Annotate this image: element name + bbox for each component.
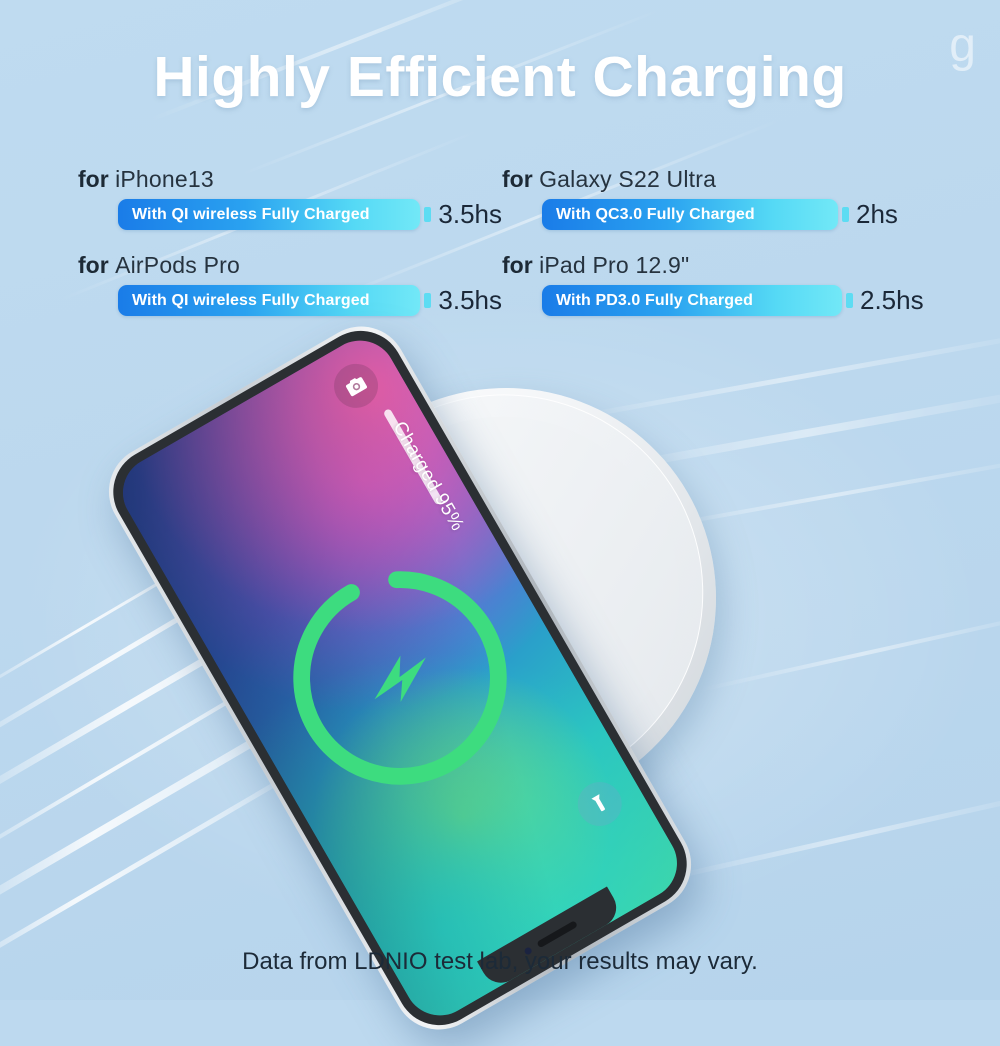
charge-bar: With QI wireless Fully Charged <box>118 285 421 316</box>
earpiece-speaker <box>535 920 578 949</box>
product-scene: Charged 95% <box>0 309 1000 1046</box>
lightning-bolt-icon <box>334 612 465 743</box>
page-title: Highly Efficient Charging <box>153 45 847 109</box>
battery-tip-icon <box>424 293 432 308</box>
spec-row: With QI wireless Fully Charged 3.5hs <box>78 199 502 230</box>
charging-spec-grid: for iPhone13 With QI wireless Fully Char… <box>78 166 938 316</box>
battery-tip-icon <box>424 207 432 222</box>
device-name: iPad Pro 12.9" <box>539 252 690 278</box>
phone-screen: Charged 95% <box>109 327 691 1029</box>
charge-bar-label: With QC3.0 Fully Charged <box>556 205 755 223</box>
flashlight-icon[interactable] <box>569 773 630 835</box>
for-label: for <box>502 252 533 278</box>
charge-time-value: 2.5hs <box>860 285 924 315</box>
phone-frame: Charged 95% <box>92 309 708 1046</box>
disclaimer-text: Data from LDNIO test lab, your results m… <box>242 948 758 975</box>
camera-icon[interactable] <box>325 355 387 416</box>
charge-time-value: 2hs <box>856 199 898 229</box>
smartphone-device: Charged 95% <box>92 309 708 1046</box>
spec-row: With PD3.0 Fully Charged 2.5hs <box>502 285 938 316</box>
charging-progress-ring <box>239 517 561 839</box>
spec-row: With QC3.0 Fully Charged 2hs <box>502 199 938 230</box>
for-label: for <box>78 166 109 192</box>
charge-bar-label: With QI wireless Fully Charged <box>132 205 370 223</box>
for-label: for <box>502 166 533 192</box>
charge-bar-label: With PD3.0 Fully Charged <box>556 291 753 309</box>
charge-bar: With QI wireless Fully Charged <box>118 199 421 230</box>
spec-item-iphone13: for iPhone13 With QI wireless Fully Char… <box>78 166 502 230</box>
spec-device-name: for Galaxy S22 Ultra <box>502 166 938 193</box>
battery-tip-icon <box>842 207 849 222</box>
spec-device-name: for AirPods Pro <box>78 252 502 279</box>
device-name: AirPods Pro <box>115 252 240 278</box>
spec-row: With QI wireless Fully Charged 3.5hs <box>78 285 502 316</box>
battery-tip-icon <box>846 293 853 308</box>
charge-bar: With QC3.0 Fully Charged <box>542 199 838 230</box>
watermark-glyph: g <box>949 19 976 72</box>
spec-device-name: for iPhone13 <box>78 166 502 193</box>
device-name: Galaxy S22 Ultra <box>539 166 717 192</box>
spec-item-airpods-pro: for AirPods Pro With QI wireless Fully C… <box>78 252 502 316</box>
phone-bezel: Charged 95% <box>97 315 703 1041</box>
charge-time-value: 3.5hs <box>438 199 502 229</box>
charge-time-value: 3.5hs <box>438 285 502 315</box>
spec-device-name: for iPad Pro 12.9" <box>502 252 938 279</box>
spec-item-galaxy-s22-ultra: for Galaxy S22 Ultra With QC3.0 Fully Ch… <box>502 166 938 230</box>
charge-bar: With PD3.0 Fully Charged <box>542 285 842 316</box>
charge-bar-label: With QI wireless Fully Charged <box>132 291 370 309</box>
for-label: for <box>78 252 109 278</box>
spec-item-ipad-pro: for iPad Pro 12.9" With PD3.0 Fully Char… <box>502 252 938 316</box>
device-name: iPhone13 <box>115 166 214 192</box>
